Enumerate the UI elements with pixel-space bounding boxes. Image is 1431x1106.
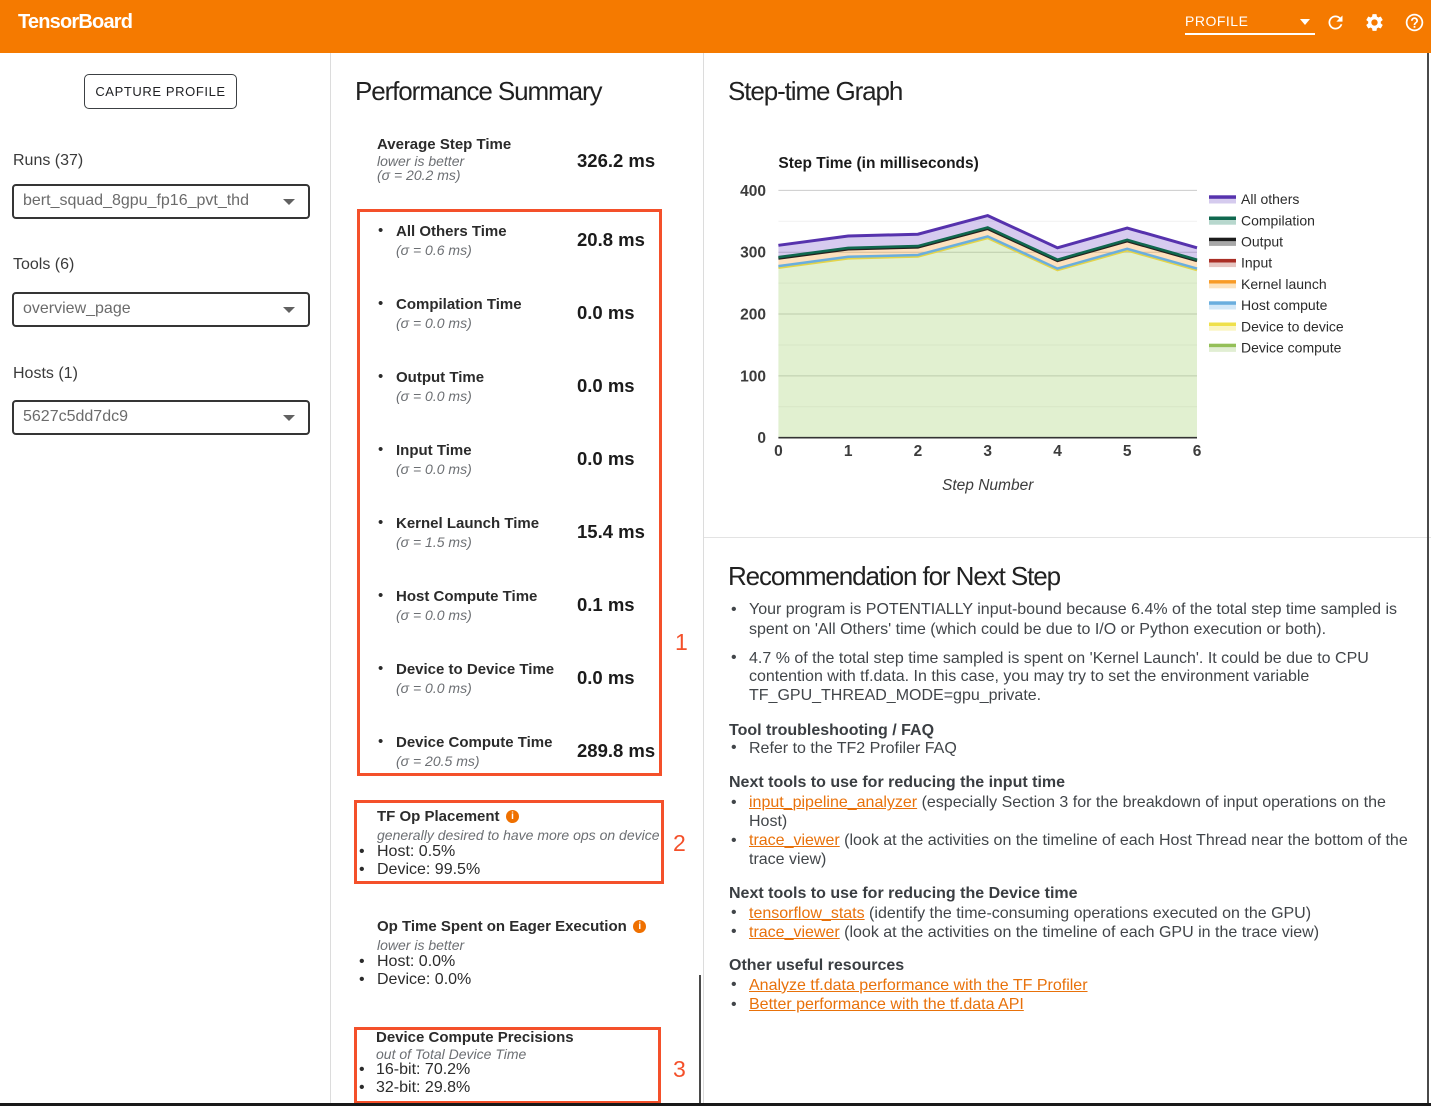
svg-text:6: 6: [1193, 443, 1202, 460]
svg-text:Compilation: Compilation: [1241, 212, 1315, 228]
svg-text:0: 0: [774, 443, 783, 460]
svg-text:5: 5: [1123, 443, 1132, 460]
svg-text:300: 300: [740, 245, 766, 262]
svg-text:All others: All others: [1241, 191, 1299, 207]
svg-text:Device to device: Device to device: [1241, 318, 1344, 334]
svg-text:200: 200: [740, 307, 766, 324]
svg-text:100: 100: [740, 368, 766, 385]
svg-text:Device compute: Device compute: [1241, 340, 1342, 356]
svg-text:1: 1: [844, 443, 853, 460]
svg-text:2: 2: [914, 443, 923, 460]
svg-text:4: 4: [1053, 443, 1062, 460]
svg-text:Step Number: Step Number: [942, 477, 1034, 494]
svg-text:Step Time (in milliseconds): Step Time (in milliseconds): [778, 155, 978, 172]
svg-text:3: 3: [983, 443, 992, 460]
svg-text:Host compute: Host compute: [1241, 297, 1328, 313]
svg-text:0: 0: [757, 430, 766, 447]
svg-text:400: 400: [740, 183, 766, 200]
svg-text:Output: Output: [1241, 234, 1283, 250]
svg-text:Input: Input: [1241, 255, 1272, 271]
svg-text:Kernel launch: Kernel launch: [1241, 276, 1327, 292]
